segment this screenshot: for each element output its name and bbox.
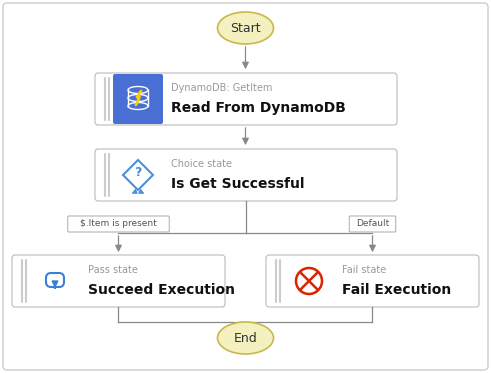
FancyBboxPatch shape [12,255,225,307]
Text: Is Get Successful: Is Get Successful [171,177,304,191]
Text: Start: Start [230,22,261,34]
FancyBboxPatch shape [95,149,397,201]
FancyBboxPatch shape [68,216,169,232]
Text: Read From DynamoDB: Read From DynamoDB [171,101,346,115]
Text: Choice state: Choice state [171,159,232,169]
Text: End: End [234,332,257,345]
FancyBboxPatch shape [266,255,479,307]
Text: ?: ? [135,166,142,179]
Text: Succeed Execution: Succeed Execution [88,283,235,297]
Text: Pass state: Pass state [88,265,138,275]
Text: Default: Default [356,219,389,229]
FancyBboxPatch shape [349,216,396,232]
FancyBboxPatch shape [95,73,397,125]
Text: DynamoDB: GetItem: DynamoDB: GetItem [171,83,273,93]
FancyBboxPatch shape [113,74,163,124]
Text: Fail state: Fail state [342,265,386,275]
Text: Fail Execution: Fail Execution [342,283,451,297]
Text: $.Item is present: $.Item is present [80,219,157,229]
Ellipse shape [218,12,273,44]
Ellipse shape [218,322,273,354]
